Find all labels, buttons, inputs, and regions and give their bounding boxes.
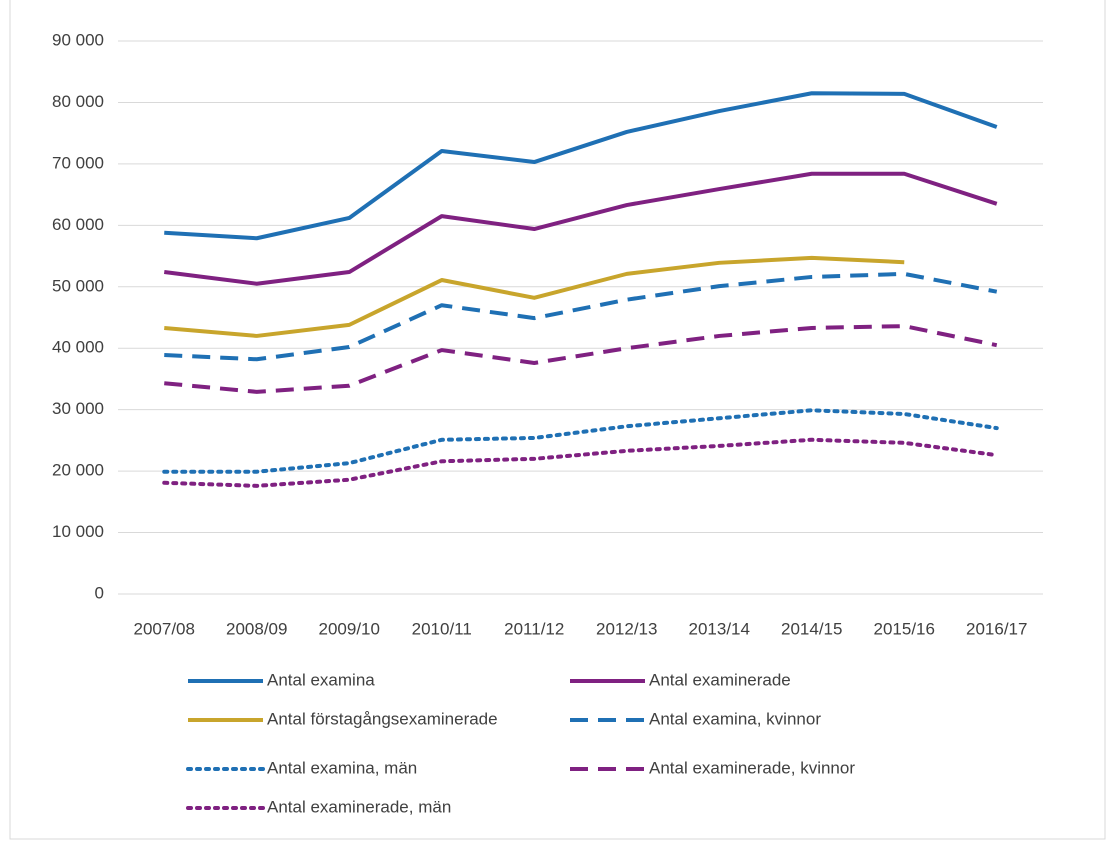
x-tick-label: 2012/13: [596, 619, 657, 638]
series-line: [164, 255, 905, 338]
series-line: [164, 91, 998, 241]
y-tick-label: 30 000: [52, 399, 104, 418]
y-tick-label: 20 000: [52, 461, 104, 480]
y-tick-label: 40 000: [52, 338, 104, 357]
legend-label: Antal examina, kvinnor: [649, 709, 821, 728]
y-tick-label: 90 000: [52, 30, 104, 49]
y-tick-label: 70 000: [52, 153, 104, 172]
x-tick-label: 2011/12: [504, 619, 564, 638]
x-tick-label: 2009/10: [319, 619, 380, 638]
legend-label: Antal examinerade, män: [267, 797, 451, 816]
x-tick-label: 2014/15: [781, 619, 842, 638]
series-line: [162, 408, 999, 474]
series-line: [163, 171, 998, 286]
x-tick-label: 2015/16: [874, 619, 935, 638]
x-tick-label: 2007/08: [134, 619, 195, 638]
x-tick-label: 2008/09: [226, 619, 287, 638]
chart-frame: [9, 0, 1106, 840]
legend-label: Antal examina: [267, 670, 375, 689]
x-tick-label: 2010/11: [412, 619, 472, 638]
y-tick-label: 0: [95, 583, 104, 602]
y-tick-label: 10 000: [52, 522, 104, 541]
series-line: [164, 271, 998, 362]
legend-label: Antal examinerade, kvinnor: [649, 758, 855, 777]
series-line: [162, 437, 999, 488]
x-tick-label: 2016/17: [966, 619, 1027, 638]
y-tick-label: 50 000: [52, 276, 104, 295]
x-tick-label: 2013/14: [689, 619, 750, 638]
legend-label: Antal examina, män: [267, 758, 417, 777]
y-tick-label: 60 000: [52, 215, 104, 234]
legend-label: Antal examinerade: [649, 670, 791, 689]
legend-label: Antal förstagångsexaminerade: [267, 709, 498, 728]
y-tick-label: 80 000: [52, 92, 104, 111]
series-line: [164, 324, 998, 394]
